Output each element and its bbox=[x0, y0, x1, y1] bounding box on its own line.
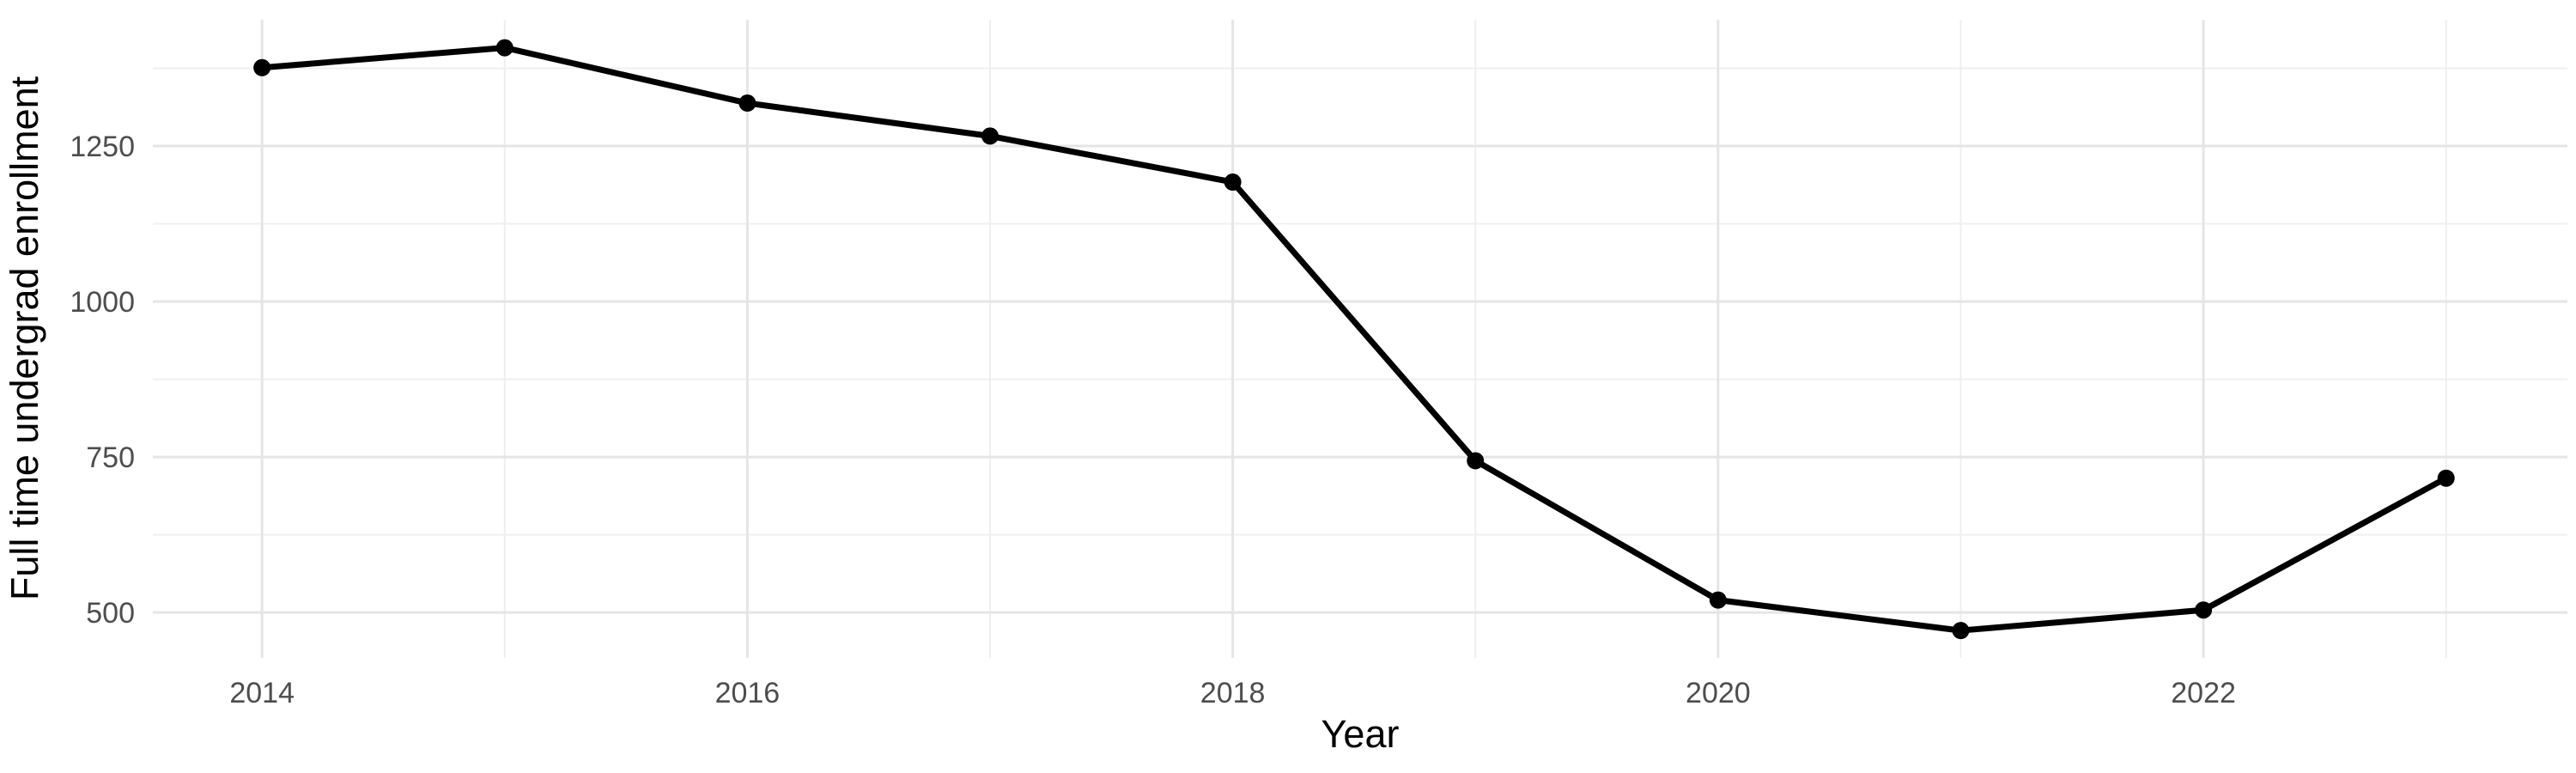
y-tick-label: 500 bbox=[86, 597, 135, 630]
data-point bbox=[981, 127, 999, 145]
enrollment-series bbox=[253, 39, 2455, 640]
y-tick-label: 1250 bbox=[70, 131, 135, 163]
data-point bbox=[2195, 601, 2213, 619]
data-point bbox=[2437, 469, 2455, 487]
y-axis-tick-labels: 500 750 1000 1250 bbox=[70, 131, 135, 630]
series-line bbox=[261, 45, 2448, 634]
x-axis-tick-labels: 2014 2016 2018 2020 2022 bbox=[229, 677, 2236, 709]
y-tick-label: 750 bbox=[86, 441, 135, 474]
y-tick-label: 1000 bbox=[70, 286, 135, 319]
y-axis-title: Full time undergrad enrollment bbox=[3, 76, 46, 600]
data-point bbox=[253, 58, 271, 76]
x-tick-label: 2022 bbox=[2171, 677, 2236, 709]
data-point bbox=[1467, 452, 1485, 470]
x-tick-label: 2014 bbox=[229, 677, 295, 709]
data-point bbox=[1224, 173, 1242, 192]
data-point bbox=[738, 94, 756, 113]
x-tick-label: 2018 bbox=[1200, 677, 1266, 709]
data-point bbox=[495, 39, 513, 57]
x-axis-title: Year bbox=[1321, 712, 1400, 756]
major-gridlines bbox=[153, 20, 2567, 658]
x-tick-label: 2020 bbox=[1686, 677, 1751, 709]
minor-gridlines bbox=[153, 20, 2567, 658]
data-point bbox=[1952, 622, 1970, 640]
x-tick-label: 2016 bbox=[715, 677, 781, 709]
data-point bbox=[1709, 591, 1727, 609]
